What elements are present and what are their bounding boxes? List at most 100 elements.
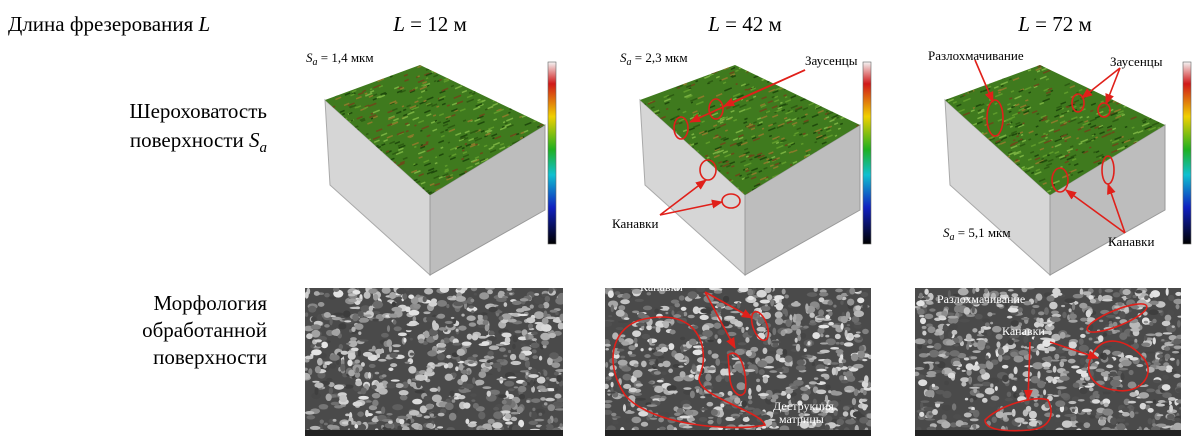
grain [1172,351,1179,354]
grain [372,319,379,322]
speck [529,64,537,68]
speck [648,88,652,91]
grain [445,321,453,324]
grain [757,360,767,367]
grain [700,396,705,398]
grain [380,353,386,358]
grain [405,306,411,312]
grain [534,293,539,296]
speck [1151,87,1154,89]
speck [524,112,528,115]
grain [1080,328,1084,331]
grain [1045,350,1050,354]
speck [516,81,522,85]
speck [821,87,828,91]
speck [430,68,436,72]
grain [1080,318,1087,322]
speck [966,65,971,68]
speck [1147,110,1151,113]
grain [1042,339,1050,347]
speck [526,92,529,94]
grain [941,421,950,428]
grain [386,339,392,347]
grain [714,323,722,329]
speck [995,66,1003,70]
grain [1062,420,1072,428]
grain [452,343,461,346]
grain [689,418,695,422]
speck [1107,82,1111,85]
grain [1135,412,1139,415]
grain [530,368,537,375]
speck [769,73,776,77]
grain [437,386,440,392]
grain [1044,413,1054,418]
grain [1140,403,1147,410]
grain [977,340,985,347]
grain [485,324,490,331]
grain [641,361,647,368]
grain [611,305,614,312]
speck [803,74,811,78]
grain [953,361,961,366]
grain [400,395,408,400]
speck [526,75,533,79]
grain [359,318,369,323]
grain [437,300,447,307]
grain [1073,383,1080,388]
grain [972,306,975,314]
grain [776,303,784,311]
row-label: поверхности [153,345,267,369]
grain [437,314,445,319]
grain [654,371,661,375]
grain [657,380,664,383]
grain [404,423,410,426]
grain [466,315,475,321]
grain [618,360,628,366]
grain [1053,366,1057,373]
grain [1166,288,1169,296]
subscript: a [260,140,268,156]
grain [1106,315,1116,318]
speck [1149,72,1152,74]
grain [643,306,652,311]
grain [618,321,629,323]
speck [326,188,333,192]
grain [445,374,453,381]
speck [531,107,534,109]
speck [1149,74,1152,76]
grain [1021,317,1029,320]
surface-block [325,62,556,275]
info-bar [915,430,1181,436]
grain [381,407,385,415]
grain [311,324,321,329]
speck [792,67,795,69]
grain [348,421,351,426]
grain [540,388,549,392]
annotation: матрицы [779,412,824,426]
grain [916,300,925,306]
grain [915,367,924,370]
grain [382,287,391,294]
grain [785,356,793,363]
grain [432,323,439,331]
grain [363,352,373,357]
grain [549,352,558,359]
grain [962,370,966,372]
grain [922,326,927,329]
grain [1078,399,1085,401]
speck [1106,70,1109,72]
grain [1029,411,1037,419]
grain [618,344,623,348]
grain [532,349,537,353]
grain [541,324,552,332]
speck [529,115,533,118]
grain [1036,350,1039,356]
speck [359,81,365,85]
speck [841,114,844,116]
grain [1135,380,1140,384]
grain [348,298,357,302]
grain [1098,420,1105,426]
speck [784,65,788,68]
speck [1149,116,1154,119]
